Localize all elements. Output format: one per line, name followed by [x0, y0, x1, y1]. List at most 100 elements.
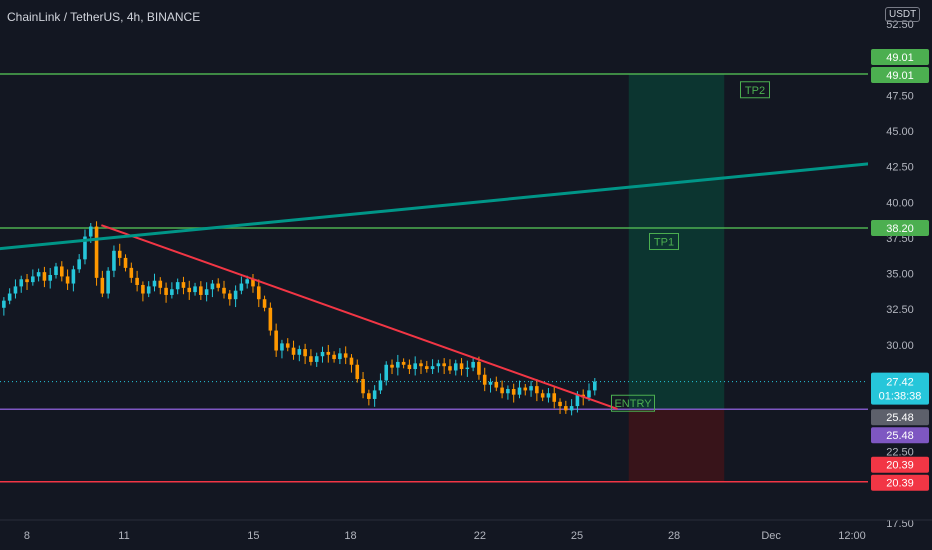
- x-tick-label: 11: [118, 530, 129, 542]
- candle: [297, 349, 302, 355]
- candle: [355, 364, 360, 380]
- y-tick-label: 40.00: [886, 197, 914, 209]
- candle: [558, 401, 562, 407]
- candle: [2, 300, 6, 308]
- candle: [135, 277, 139, 285]
- candle: [569, 406, 574, 411]
- stop-price-tag: [871, 456, 929, 473]
- candle: [407, 364, 412, 370]
- currency-selector[interactable]: USDT: [885, 7, 921, 22]
- candle: [320, 351, 325, 357]
- candle: [228, 293, 232, 300]
- candle: [117, 250, 122, 258]
- candle: [216, 283, 221, 288]
- tp1-label-frame: [649, 233, 679, 251]
- tp1-level-tag-text: 38.20: [886, 223, 914, 235]
- y-tick-label: 42.50: [886, 162, 914, 174]
- candle: [448, 366, 452, 371]
- candle: [175, 282, 180, 290]
- candle: [13, 286, 18, 294]
- candle: [500, 387, 504, 394]
- candle: [303, 349, 307, 357]
- candle: [506, 388, 510, 394]
- entry-label: ENTRY: [614, 398, 652, 410]
- candle: [123, 257, 128, 268]
- trendline-support[interactable]: [0, 162, 869, 251]
- y-tick-label: 32.50: [886, 304, 914, 316]
- candle: [436, 363, 441, 367]
- y-tick-label: 22.50: [886, 447, 914, 459]
- candle: [535, 386, 539, 394]
- candle: [233, 290, 238, 300]
- candle: [36, 272, 41, 277]
- entry-level-tag: [871, 427, 929, 444]
- candle: [251, 279, 255, 287]
- x-tick-label: 25: [571, 530, 583, 542]
- candle: [77, 259, 81, 270]
- candle: [401, 361, 406, 365]
- candle: [83, 236, 87, 260]
- tp1-label: TP1: [654, 237, 674, 249]
- candle: [372, 390, 377, 399]
- candle: [309, 356, 313, 362]
- tp2-label-frame: [740, 81, 770, 99]
- candle: [343, 353, 348, 358]
- candle: [523, 387, 528, 391]
- trendline-resistance[interactable]: [101, 224, 618, 410]
- y-tick-label: 30.00: [886, 340, 914, 352]
- target-zone: [628, 73, 725, 410]
- tp2-level-tag: [871, 66, 929, 83]
- candle: [25, 279, 29, 283]
- candle: [291, 347, 296, 355]
- candle: [204, 289, 209, 295]
- candle: [31, 276, 35, 283]
- candle: [593, 381, 597, 391]
- candle: [564, 406, 568, 411]
- candle: [349, 357, 354, 365]
- candle: [430, 366, 435, 370]
- candle: [413, 363, 417, 370]
- candle: [152, 280, 157, 287]
- candle: [94, 226, 99, 278]
- tp2-price-tag-text: 49.01: [886, 52, 914, 64]
- candle: [540, 393, 545, 398]
- candle: [384, 364, 389, 381]
- candle: [65, 276, 70, 284]
- x-tick-label: 12:00: [838, 530, 866, 542]
- candle: [332, 354, 336, 360]
- candle: [199, 286, 203, 295]
- stop-zone: [628, 409, 725, 482]
- entry-label-frame: [611, 394, 655, 412]
- candle: [42, 272, 47, 281]
- candle: [88, 226, 93, 237]
- candle: [390, 364, 394, 368]
- time-axis[interactable]: [0, 520, 868, 550]
- candle: [546, 393, 551, 398]
- current-price-tag: [871, 372, 929, 405]
- candle: [280, 343, 284, 351]
- tp1-level-tag: [871, 219, 929, 236]
- candle: [367, 393, 371, 399]
- candle: [587, 390, 591, 398]
- candle: [494, 381, 499, 388]
- entry-level-tag-text: 25.48: [886, 430, 914, 442]
- chart-title: ChainLink / TetherUS, 4h, BINANCE: [7, 10, 201, 24]
- candle: [164, 287, 168, 295]
- x-tick-label: 28: [668, 530, 680, 542]
- candle: [424, 366, 429, 370]
- candle: [100, 277, 105, 294]
- x-tick-label: Dec: [761, 530, 781, 542]
- y-tick-label: 52.50: [886, 19, 914, 31]
- candle: [181, 282, 186, 288]
- tp2-label: TP2: [745, 85, 765, 97]
- candle: [488, 381, 493, 385]
- candle: [338, 353, 342, 360]
- entry-price-tag: [871, 409, 929, 426]
- tp2-level-tag-text: 49.01: [886, 70, 914, 82]
- candle: [396, 361, 400, 368]
- candle: [256, 286, 261, 300]
- countdown-text: 01:38:38: [879, 391, 922, 403]
- candle: [60, 266, 64, 277]
